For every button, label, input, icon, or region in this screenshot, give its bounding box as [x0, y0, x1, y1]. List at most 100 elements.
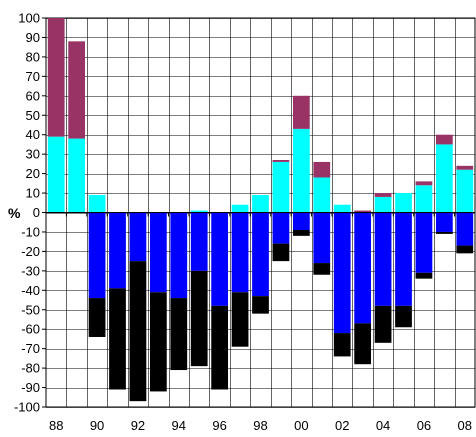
bar-segment — [47, 136, 65, 213]
bar-segment — [129, 261, 147, 402]
x-tick-label: 90 — [90, 418, 104, 433]
bar-segment — [252, 296, 269, 314]
bar-segment — [88, 298, 106, 337]
y-tick-label: 30 — [26, 147, 40, 162]
y-tick-label: -90 — [21, 380, 40, 395]
y-tick-label: 90 — [26, 30, 40, 45]
bar-segment — [231, 212, 249, 293]
x-tick-label: 88 — [49, 418, 63, 433]
bar-segment — [88, 212, 106, 299]
x-tick-label: 92 — [131, 418, 145, 433]
bar-segment — [435, 212, 453, 232]
y-axis-label: % — [8, 205, 21, 221]
y-tick-label: -60 — [21, 322, 40, 337]
bar-segment — [190, 210, 208, 213]
bar-segment — [252, 212, 269, 297]
y-tick-label: -50 — [21, 302, 40, 317]
x-tick-label: 00 — [294, 418, 308, 433]
y-tick-label: -10 — [21, 224, 40, 239]
bar-segment — [456, 245, 474, 254]
y-tick-label: 10 — [26, 186, 40, 201]
bar-segment — [374, 305, 392, 343]
bar-segment — [456, 212, 474, 246]
bar-segment — [456, 169, 474, 213]
bar-segment — [374, 212, 392, 306]
bar-segment — [354, 212, 372, 324]
bar-segment — [292, 230, 310, 236]
bar-segment — [435, 134, 453, 145]
bar-segment — [292, 95, 310, 129]
bar-segment — [333, 212, 351, 334]
bar-segment — [456, 165, 474, 170]
bar-segment — [129, 212, 147, 262]
axes — [42, 17, 476, 408]
bar-segment — [170, 212, 188, 299]
y-tick-label: 20 — [26, 166, 40, 181]
bar-segment — [109, 212, 126, 289]
bar-segment — [395, 193, 412, 213]
x-tick-label: 08 — [458, 418, 472, 433]
y-tick-label: 100 — [18, 11, 40, 26]
bar-segment — [313, 263, 331, 275]
x-tick-label: 94 — [172, 418, 186, 433]
bar-segment — [211, 305, 229, 390]
bar-segment — [231, 204, 249, 213]
bar-segment — [292, 128, 310, 213]
bar-segment — [313, 161, 331, 178]
bar-segment — [190, 212, 208, 271]
y-tick-label: -30 — [21, 263, 40, 278]
bar-segment — [68, 41, 86, 139]
bar-segment — [395, 212, 412, 306]
bar-segment — [211, 212, 229, 306]
y-tick-label: -40 — [21, 283, 40, 298]
bar-segment — [272, 159, 290, 162]
bar-segment — [415, 212, 433, 273]
bar-segment — [190, 270, 208, 367]
x-tick-label: 04 — [376, 418, 390, 433]
y-tick-label: -20 — [21, 244, 40, 259]
bar-segment — [415, 272, 433, 279]
bar-segment — [415, 185, 433, 213]
bar-segment — [68, 138, 86, 213]
bar-segment — [395, 305, 412, 328]
bar-segment — [435, 231, 453, 234]
bar-segment — [292, 212, 310, 231]
bar-segment — [313, 212, 331, 264]
y-tick-label: -80 — [21, 361, 40, 376]
bar-segment — [354, 210, 372, 213]
y-tick-label: 40 — [26, 127, 40, 142]
x-tick-labels: 88 90 92 94 96 98 00 02 04 06 08 — [49, 418, 472, 433]
x-tick-label: 06 — [417, 418, 431, 433]
bar-segment — [272, 212, 290, 244]
y-tick-label: -70 — [21, 341, 40, 356]
y-tick-label: 50 — [26, 108, 40, 123]
bar-segment — [374, 193, 392, 197]
bar-segment — [272, 161, 290, 213]
y-tick-label: 70 — [26, 69, 40, 84]
bar-segment — [354, 323, 372, 365]
bar-segment — [435, 144, 453, 213]
y-tick-labels: 1009080706050403020100-10-20-30-40-50-60… — [14, 11, 40, 415]
bar-segment — [231, 292, 249, 347]
bar-segment — [272, 243, 290, 262]
y-tick-label: 60 — [26, 88, 40, 103]
bar-segment — [109, 288, 126, 390]
bar-segment — [374, 196, 392, 213]
x-tick-label: 98 — [253, 418, 267, 433]
bar-segment — [170, 298, 188, 371]
y-tick-label: 0 — [33, 205, 40, 220]
bar-segment — [333, 204, 351, 213]
bar-segment — [415, 181, 433, 186]
bar-segment — [149, 292, 167, 392]
bar-segment — [333, 333, 351, 357]
x-tick-label: 96 — [212, 418, 226, 433]
x-tick-label: 02 — [335, 418, 349, 433]
bar-segment — [149, 212, 167, 293]
bar-segment — [47, 18, 65, 137]
y-tick-label: -100 — [14, 400, 40, 415]
bar-segment — [313, 177, 331, 213]
bar-segment — [88, 194, 106, 213]
bars — [47, 18, 474, 402]
bar-segment — [252, 194, 269, 213]
